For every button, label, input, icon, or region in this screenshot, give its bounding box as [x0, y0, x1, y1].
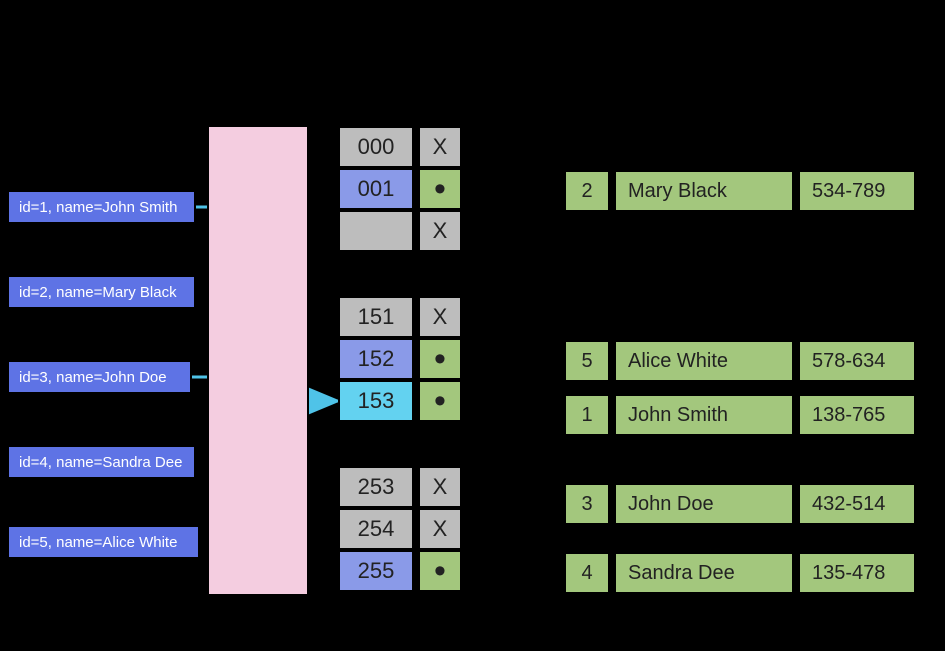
input-key: id=2, name=Mary Black — [7, 275, 196, 309]
bucket-flag: X — [418, 126, 462, 168]
hash-function-column — [207, 125, 309, 596]
record-name: Alice White — [614, 340, 794, 382]
record-phone: 534-789 — [798, 170, 916, 212]
input-key: id=3, name=John Doe — [7, 360, 192, 394]
input-key: id=5, name=Alice White — [7, 525, 200, 559]
bucket-flag: X — [418, 466, 462, 508]
bucket-index: 000 — [338, 126, 414, 168]
bucket-flag: • — [418, 550, 462, 592]
bucket-index: 001 — [338, 168, 414, 210]
record-id: 4 — [564, 552, 610, 594]
record-phone: 578-634 — [798, 340, 916, 382]
record-id: 3 — [564, 483, 610, 525]
record-id: 1 — [564, 394, 610, 436]
bucket-flag: • — [418, 338, 462, 380]
bucket-flag: X — [418, 508, 462, 550]
bucket-index: 254 — [338, 508, 414, 550]
input-key: id=1, name=John Smith — [7, 190, 196, 224]
record-name: John Smith — [614, 394, 794, 436]
record-phone: 135-478 — [798, 552, 916, 594]
record-name: Mary Black — [614, 170, 794, 212]
bucket-index: 151 — [338, 296, 414, 338]
record-id: 5 — [564, 340, 610, 382]
bucket-flag: X — [418, 210, 462, 252]
input-key: id=4, name=Sandra Dee — [7, 445, 196, 479]
bucket-index: 255 — [338, 550, 414, 592]
record-name: John Doe — [614, 483, 794, 525]
record-id: 2 — [564, 170, 610, 212]
bucket-index — [338, 210, 414, 252]
record-phone: 138-765 — [798, 394, 916, 436]
bucket-index: 152 — [338, 338, 414, 380]
bucket-index: 253 — [338, 466, 414, 508]
bucket-flag: • — [418, 168, 462, 210]
bucket-flag: • — [418, 380, 462, 422]
bucket-flag: X — [418, 296, 462, 338]
record-name: Sandra Dee — [614, 552, 794, 594]
record-phone: 432-514 — [798, 483, 916, 525]
bucket-index: 153 — [338, 380, 414, 422]
